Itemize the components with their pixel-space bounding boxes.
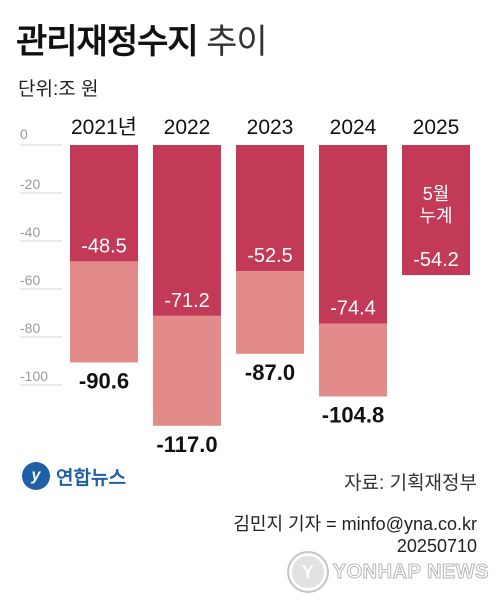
- value-label-dark: -71.2: [164, 290, 210, 312]
- value-label-dark: -74.4: [330, 298, 376, 320]
- category-label: 2022: [164, 116, 211, 139]
- bar-light: [70, 261, 138, 363]
- value-label-dark: -54.2: [413, 249, 459, 271]
- y-tick-label: 0: [20, 126, 28, 142]
- bar-dark: [236, 145, 304, 271]
- source-text: 자료: 기획재정부: [344, 473, 477, 494]
- value-label-total: -104.8: [322, 403, 384, 428]
- value-label-dark: -52.5: [247, 245, 293, 267]
- yonhap-logo-icon: y: [22, 462, 50, 490]
- bar-light: [153, 315, 221, 426]
- category-label: 2025: [413, 116, 460, 139]
- unit-label: 단위:조 원: [18, 79, 99, 100]
- bar-dark: [70, 145, 138, 262]
- credit-author: 김민지 기자 = minfo@yna.co.kr: [233, 514, 477, 534]
- watermark-text: YONHAP NEWS: [332, 560, 489, 583]
- category-label: 2024: [330, 116, 377, 139]
- y-tick-label: -80: [20, 320, 40, 336]
- value-label-dark: -48.5: [81, 235, 127, 257]
- y-tick-label: -20: [20, 176, 40, 192]
- credit: 김민지 기자 = minfo@yna.co.kr 20250710: [233, 513, 477, 557]
- watermark: Y YONHAP NEWS: [288, 553, 489, 591]
- bar-light: [319, 323, 387, 397]
- annotation-label: 누계: [419, 206, 452, 226]
- value-label-total: -87.0: [245, 360, 295, 385]
- bar-light: [236, 271, 304, 354]
- value-label-total: -117.0: [156, 432, 217, 457]
- title-sub: 추이: [206, 23, 268, 61]
- credit-date: 20250710: [396, 536, 477, 556]
- bar-dark: [402, 145, 470, 276]
- bar-dark: [153, 145, 221, 316]
- annotation-label: 5월: [423, 184, 450, 204]
- category-label: 2023: [247, 116, 294, 139]
- page-title: 관리재정수지 추이: [16, 14, 268, 63]
- yonhap-logo: y 연합뉴스: [22, 462, 126, 490]
- bar-dark: [319, 145, 387, 324]
- yonhap-logo-name: 연합뉴스: [56, 467, 126, 489]
- title-main: 관리재정수지: [16, 23, 199, 61]
- value-label-total: -90.6: [79, 368, 129, 393]
- y-tick-label: -100: [20, 368, 48, 384]
- y-tick-label: -40: [20, 224, 40, 240]
- watermark-icon: Y: [288, 553, 327, 591]
- category-label: 2021년: [71, 116, 137, 139]
- y-tick-label: -60: [20, 272, 40, 288]
